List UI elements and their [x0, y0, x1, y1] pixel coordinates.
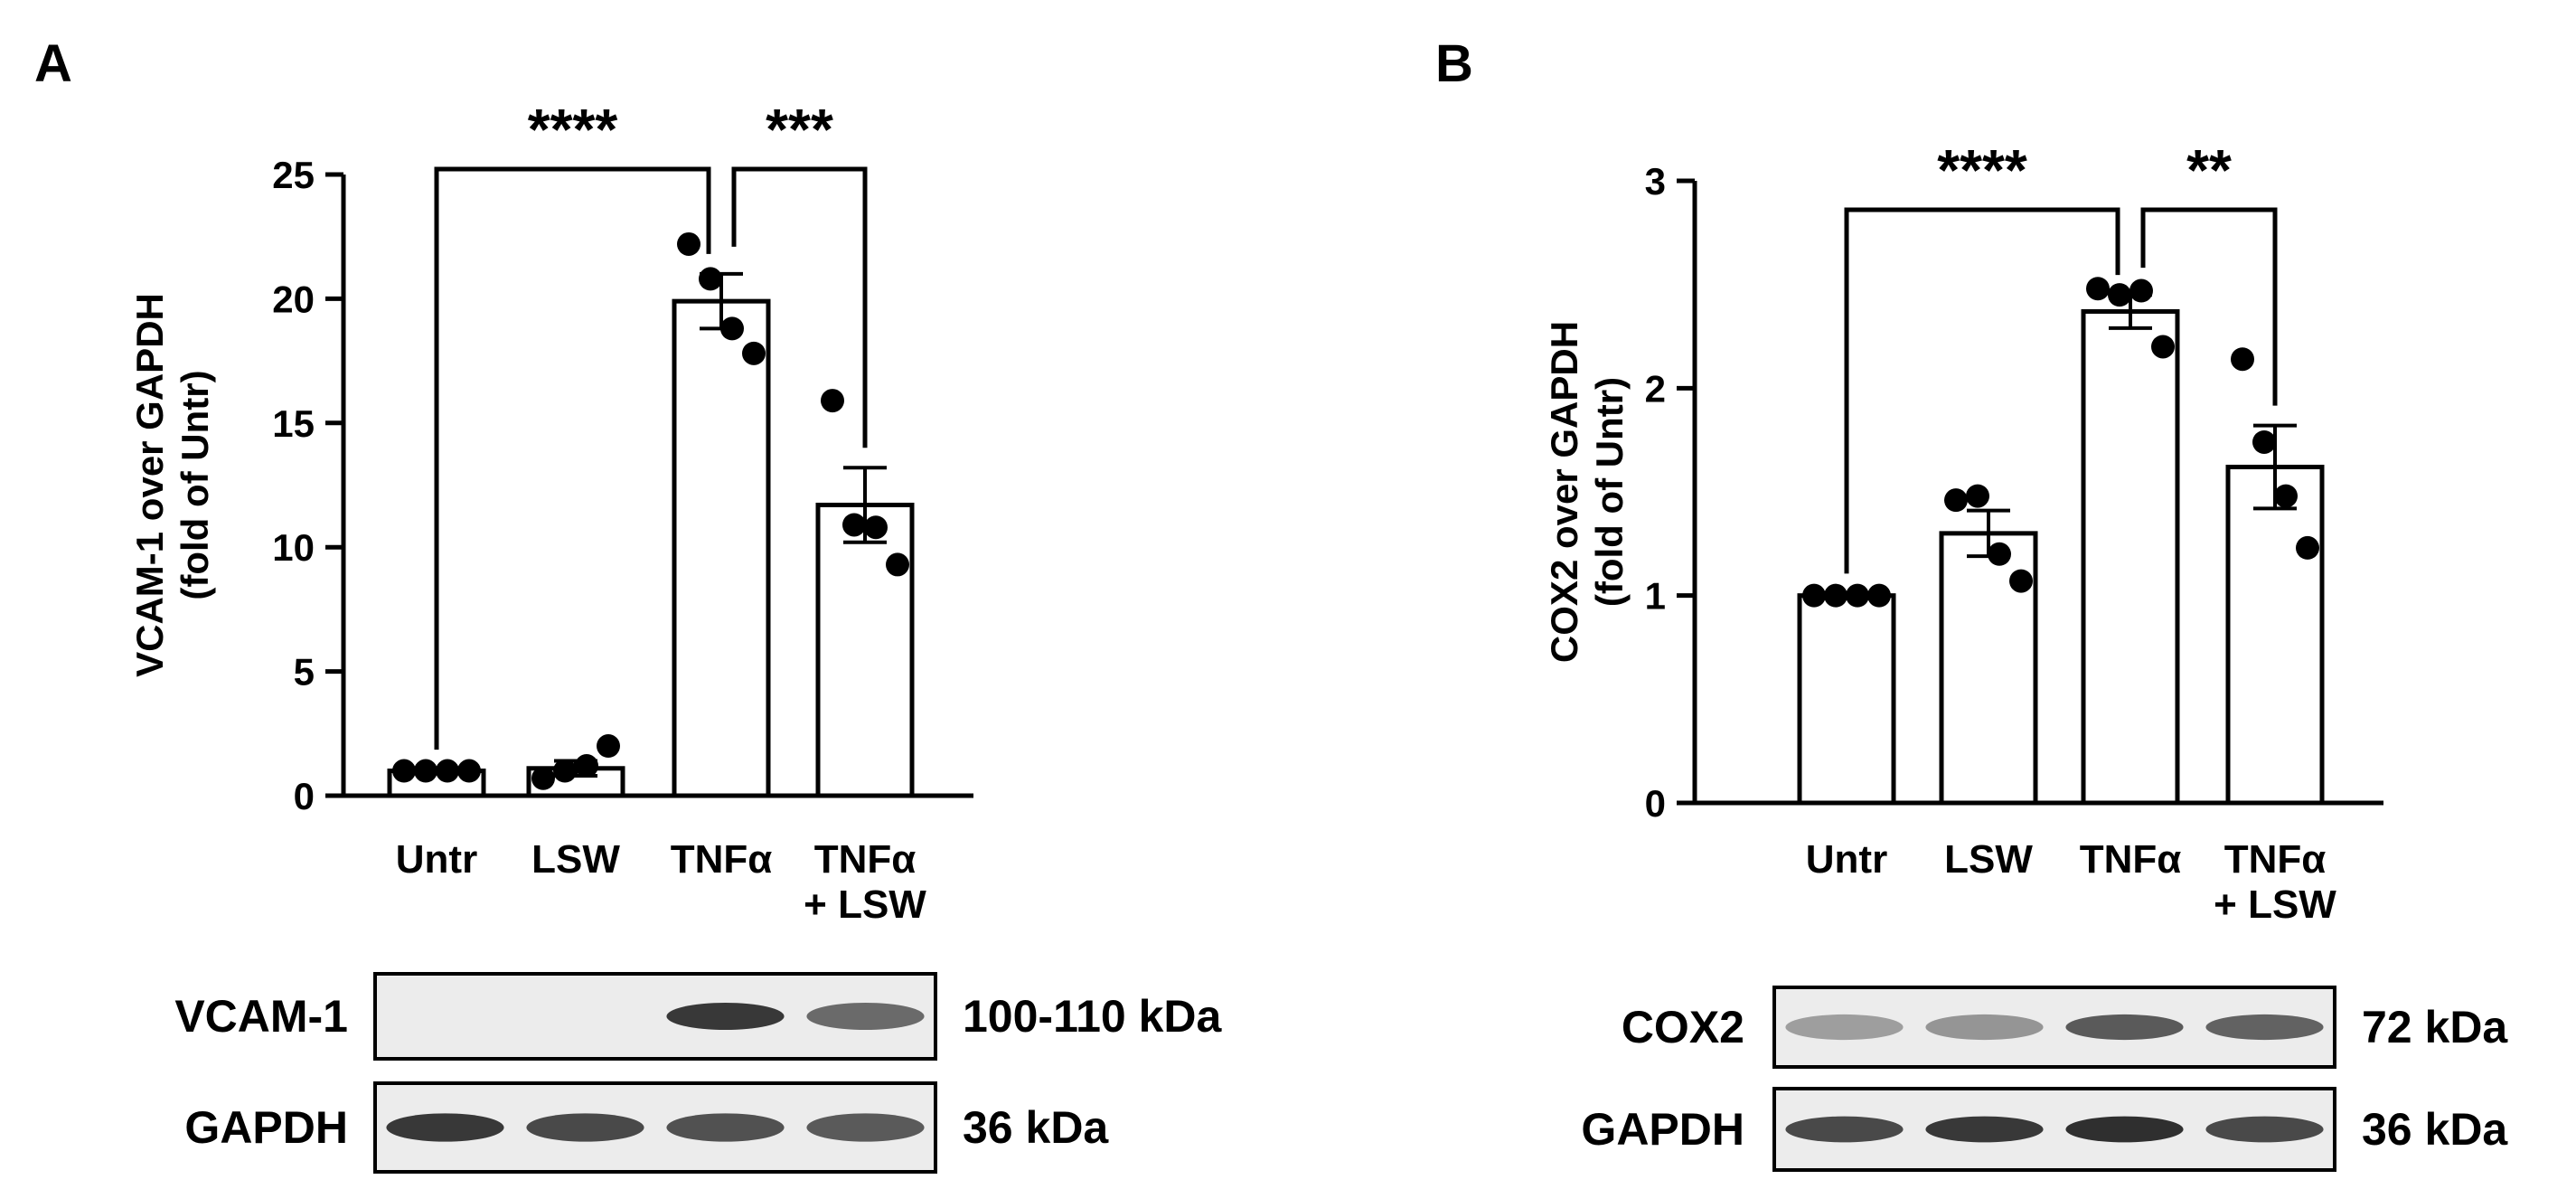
- blot-band: [2205, 1014, 2324, 1041]
- bar: [672, 298, 771, 798]
- blot-band: [2065, 1116, 2184, 1143]
- blot-band: [1785, 1014, 1904, 1041]
- data-point: [1867, 583, 1891, 608]
- data-point: [575, 754, 598, 779]
- x-tick-label: LSW: [531, 837, 620, 882]
- data-point: [436, 759, 459, 783]
- y-tick-label: 2: [1645, 367, 1666, 410]
- data-point: [2108, 283, 2131, 307]
- data-point: [886, 552, 909, 577]
- data-point: [2231, 347, 2254, 372]
- y-axis-label-line2: (fold of Untr): [174, 370, 216, 599]
- bar: [815, 502, 915, 798]
- data-point: [1988, 542, 2011, 566]
- significance-stars: ****: [528, 97, 618, 162]
- x-tick-label: Untr: [1806, 837, 1887, 882]
- x-tick-label: Untr: [396, 837, 477, 882]
- blot-protein-label: GAPDH: [184, 1102, 348, 1153]
- data-point: [2086, 277, 2110, 301]
- y-tick-label: 15: [272, 402, 315, 445]
- data-point: [864, 515, 888, 540]
- x-tick-label: + LSW: [804, 882, 926, 927]
- blot-band: [2205, 1116, 2324, 1143]
- data-point: [457, 759, 481, 783]
- data-point: [531, 766, 555, 790]
- blot-band: [1925, 1014, 2044, 1041]
- data-point: [842, 513, 866, 537]
- panel-letter: A: [34, 34, 72, 93]
- data-point: [414, 759, 437, 783]
- blot-band: [666, 1002, 785, 1031]
- x-tick-label: TNFα: [814, 837, 917, 882]
- y-tick-label: 10: [272, 526, 315, 569]
- blot-size-label: 36 kDa: [2362, 1104, 2508, 1155]
- x-tick-label: TNFα: [671, 837, 773, 882]
- bar: [2081, 308, 2180, 806]
- y-tick-label: 3: [1645, 160, 1666, 203]
- blot-size-label: 72 kDa: [2362, 1002, 2508, 1052]
- blot-band: [806, 1113, 925, 1142]
- data-point: [553, 759, 577, 783]
- blot-size-label: 36 kDa: [963, 1102, 1109, 1153]
- data-point: [677, 231, 700, 256]
- blot-band: [1925, 1116, 2044, 1143]
- y-axis-label-line2: (fold of Untr): [1588, 377, 1631, 607]
- data-point: [1846, 583, 1869, 608]
- significance-bracket: [1844, 207, 2120, 574]
- data-point: [597, 734, 620, 759]
- data-point: [1966, 484, 1989, 508]
- data-point: [2296, 535, 2319, 560]
- data-point: [1802, 583, 1826, 608]
- data-point: [392, 759, 416, 783]
- y-tick-label: 0: [294, 775, 315, 817]
- data-point: [2252, 429, 2276, 454]
- data-point: [2009, 569, 2033, 593]
- y-tick-label: 0: [1645, 782, 1666, 825]
- y-axis-label: COX2 over GAPDH: [1543, 321, 1585, 663]
- panel-letter: B: [1435, 34, 1473, 93]
- chart-panel-b: B 0 1 2 3 COX2 over GAPDH (fold of Untr) Untr LS…: [1435, 34, 2508, 1172]
- x-tick-label: TNFα: [2080, 837, 2182, 882]
- blot-size-label: 100-110 kDa: [963, 991, 1223, 1042]
- data-point: [2129, 278, 2153, 303]
- blot-protein-label: GAPDH: [1581, 1104, 1744, 1155]
- bar: [2225, 464, 2325, 806]
- y-tick-label: 1: [1645, 575, 1666, 618]
- data-point: [699, 267, 722, 291]
- blot-protein-label: COX2: [1622, 1002, 1744, 1052]
- data-point: [821, 389, 844, 413]
- data-point: [742, 341, 766, 365]
- significance-stars: ****: [1937, 137, 2027, 203]
- y-tick-label: 20: [272, 278, 315, 320]
- blot-band: [1785, 1116, 1904, 1143]
- significance-stars: **: [2186, 137, 2232, 203]
- chart-panel-a: A 0 5 10 15 20 25 VCAM-1 over GAPDH (fold of Unt…: [34, 34, 1223, 1174]
- y-tick-label: 25: [272, 154, 315, 196]
- blot-band: [386, 1113, 504, 1142]
- data-point: [720, 316, 744, 341]
- data-point: [1944, 488, 1968, 513]
- bar: [1797, 593, 1896, 806]
- blot-band: [526, 1113, 644, 1142]
- significance-bracket: [2140, 207, 2278, 406]
- data-point: [2274, 484, 2298, 508]
- x-tick-label: LSW: [1944, 837, 2033, 882]
- data-point: [2151, 335, 2175, 359]
- blot-band: [666, 1113, 785, 1142]
- y-tick-label: 5: [294, 651, 315, 694]
- blot-band: [2065, 1014, 2184, 1041]
- significance-stars: ***: [766, 97, 833, 162]
- x-tick-label: + LSW: [2214, 882, 2336, 927]
- blot-protein-label: VCAM-1: [174, 991, 348, 1042]
- y-axis-label: VCAM-1 over GAPDH: [128, 293, 171, 677]
- significance-bracket: [434, 166, 711, 750]
- significance-bracket: [731, 166, 868, 448]
- data-point: [1824, 583, 1847, 608]
- blot-band: [806, 1002, 925, 1031]
- x-tick-label: TNFα: [2224, 837, 2327, 882]
